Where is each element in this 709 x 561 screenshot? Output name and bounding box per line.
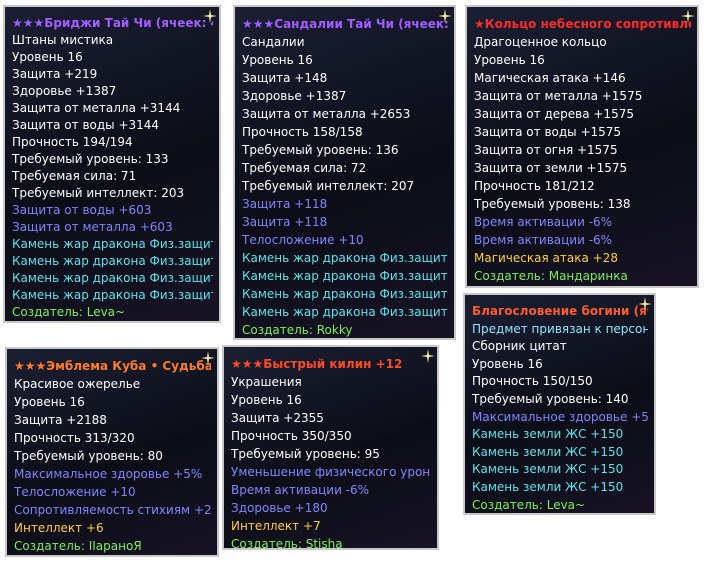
item-tooltip: Благословение богини (ячеек: 4) Предмет п… xyxy=(463,293,656,515)
item-stat: Создатель: Rokky xyxy=(242,323,353,337)
item-stat: Прочность 313/320 xyxy=(14,431,135,445)
item-stat: Сопротивляемость стихиям +200 xyxy=(14,503,211,517)
item-stat: Требуемый интеллект: 203 xyxy=(12,186,185,200)
item-stat: Время активации -6% xyxy=(231,483,370,497)
item-stat: Магическая атака +28 xyxy=(474,251,618,265)
item-stat: Создатель: Leva~ xyxy=(12,305,126,319)
item-stat: Требуемая сила: 71 xyxy=(12,169,137,183)
item-stat: Штаны мистика xyxy=(12,33,114,47)
item-stat: Прочность 194/194 xyxy=(12,135,133,149)
item-stat: Требуемый уровень: 136 xyxy=(242,143,399,157)
corner-sparkle xyxy=(421,349,435,363)
item-stat: Камень земли ЖС +150 xyxy=(472,427,624,442)
item-stat: Создатель: Leva~ xyxy=(472,497,586,512)
item-stat: Требуемый уровень: 80 xyxy=(14,449,163,463)
item-stat: Уровень 16 xyxy=(14,395,85,409)
item-stat: Украшения xyxy=(231,375,302,389)
item-stat: Время активации -6% xyxy=(474,233,613,247)
item-stat: Защита от металла +2653 xyxy=(242,107,411,121)
item-stat: Красивое ожерелье xyxy=(14,377,141,391)
item-stat: Камень жар дракона Физ.защита +170 xyxy=(12,288,213,302)
item-tooltip: ★Кольцо небесного сопротивления +12 Драго… xyxy=(465,5,699,288)
item-stat: Уровень 16 xyxy=(12,50,83,64)
item-tooltip: ★★★Бриджи Тай Чи (ячеек: 4) +12 Штаны мис… xyxy=(3,5,221,323)
item-tooltip: ★★★Быстрый килин +12 Украшения Уровень 16 З… xyxy=(222,345,439,551)
item-stat: Уровень 16 xyxy=(231,393,302,407)
item-stat: Магическая атака +146 xyxy=(474,71,626,85)
item-stat: Камень жар дракона Физ.защита +170 xyxy=(242,305,448,319)
item-stat: Драгоценное кольцо xyxy=(474,35,607,49)
item-stat: Требуемый уровень: 133 xyxy=(12,152,169,166)
item-tooltip: ★★★Сандалии Тай Чи (ячеек: 4) +12 Сандали… xyxy=(233,5,456,340)
item-stat: Требуемый уровень: 95 xyxy=(231,447,380,461)
item-stat: Защита от огня +1575 xyxy=(474,143,618,157)
item-stat: Здоровье +1387 xyxy=(12,84,117,98)
item-stat: Уровень 16 xyxy=(474,53,545,67)
corner-sparkle xyxy=(681,9,695,23)
item-stat: Создатель: Мандаринка xyxy=(474,269,628,283)
item-stat: Интеллект +6 xyxy=(14,521,104,535)
item-stat: Требуемый интеллект: 207 xyxy=(242,179,415,193)
item-stat: Требуемый уровень: 140 xyxy=(472,391,629,406)
item-tooltip: ★★★Эмблема Куба • Судьба +12 Красивое оже… xyxy=(5,347,219,557)
item-stat: Защита +148 xyxy=(242,71,328,85)
item-stat: Камень жар дракона Физ.защита +170 xyxy=(242,287,448,301)
item-stat: Защита +118 xyxy=(242,215,328,229)
item-stat: Защита от воды +3144 xyxy=(12,118,160,132)
item-stat: Камень жар дракона Физ.защита +170 xyxy=(242,269,448,283)
item-stat: Камень земли ЖС +150 xyxy=(472,462,624,477)
item-stat: Требуемый уровень: 138 xyxy=(474,197,631,211)
item-stat: Телосложение +10 xyxy=(242,233,364,247)
corner-sparkle xyxy=(201,351,215,365)
item-stat: Защита +118 xyxy=(242,197,328,211)
item-stat: Защита от воды +1575 xyxy=(474,125,622,139)
item-stat: Телосложение +10 xyxy=(14,485,136,499)
item-stat: Прочность 150/150 xyxy=(472,374,593,389)
item-stat: Прочность 350/350 xyxy=(231,429,352,443)
item-stat: Максимальное здоровье +5% xyxy=(472,409,648,424)
item-title: ★★★Быстрый килин +12 xyxy=(231,357,403,371)
item-stat: Камень жар дракона Физ.защита +170 xyxy=(12,237,213,251)
item-stat: Создатель: IIараноЯ xyxy=(14,539,142,553)
item-stat: Защита от земли +1575 xyxy=(474,161,628,175)
item-stat: Защита +2355 xyxy=(231,411,324,425)
item-stat: Камень земли ЖС +150 xyxy=(472,444,624,459)
item-stat: Прочность 181/212 xyxy=(474,179,595,193)
item-title: ★★★Сандалии Тай Чи (ячеек: 4) +12 xyxy=(242,17,448,31)
item-stat: Здоровье +1387 xyxy=(242,89,347,103)
item-stat: Предмет привязан к персонажу xyxy=(472,321,648,336)
item-stat: Защита от дерева +1575 xyxy=(474,107,634,121)
item-stat: Камень жар дракона Физ.защита +170 xyxy=(12,271,213,285)
item-stat: Здоровье +180 xyxy=(231,501,328,515)
item-stat: Уменьшение физического урона +3% xyxy=(231,465,431,479)
item-stat: Уровень 16 xyxy=(242,53,313,67)
item-stat: Сборник цитат xyxy=(472,339,567,354)
item-stat: Защита от металла +3144 xyxy=(12,101,181,115)
item-stat: Защита от воды +603 xyxy=(12,203,152,217)
item-stat: Требуемая сила: 72 xyxy=(242,161,367,175)
corner-sparkle xyxy=(638,297,652,311)
item-title: Благословение богини (ячеек: 4) xyxy=(472,304,648,318)
item-title: ★★★Бриджи Тай Чи (ячеек: 4) +12 xyxy=(12,16,213,30)
item-title: ★★★Эмблема Куба • Судьба +12 xyxy=(14,359,211,373)
item-stat: Защита от металла +603 xyxy=(12,220,173,234)
item-title: ★Кольцо небесного сопротивления +12 xyxy=(474,17,691,31)
item-stat: Камень жар дракона Физ.защита +170 xyxy=(242,251,448,265)
item-stat: Максимальное здоровье +5% xyxy=(14,467,203,481)
item-stat: Прочность 158/158 xyxy=(242,125,363,139)
item-stat: Камень жар дракона Физ.защита +170 xyxy=(12,254,213,268)
item-stat: Время активации -6% xyxy=(474,215,613,229)
item-stat: Сандалии xyxy=(242,35,305,49)
item-stat: Защита +2188 xyxy=(14,413,107,427)
corner-sparkle xyxy=(203,9,217,23)
item-stat: Защита от металла +1575 xyxy=(474,89,643,103)
item-stat: Интеллект +7 xyxy=(231,519,321,533)
item-stat: Камень земли ЖС +150 xyxy=(472,479,624,494)
item-stat: Уровень 16 xyxy=(472,356,543,371)
item-stat: Создатель: Stisha xyxy=(231,537,343,551)
corner-sparkle xyxy=(438,9,452,23)
item-stat: Защита +219 xyxy=(12,67,98,81)
